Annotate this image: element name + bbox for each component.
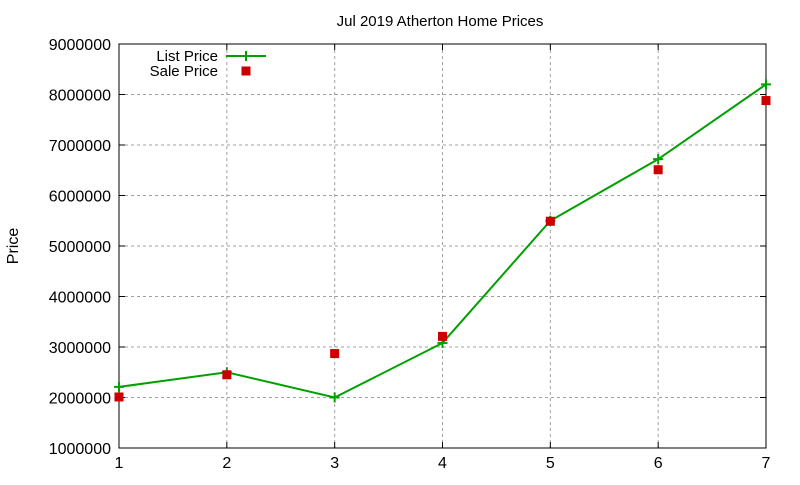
sale-price-point	[114, 392, 124, 402]
legend-label: List Price	[156, 48, 218, 65]
y-tick-label: 2000000	[49, 391, 111, 408]
x-tick-label: 4	[438, 455, 447, 472]
x-tick-label: 3	[330, 455, 339, 472]
sale-price-point	[222, 370, 232, 380]
list-price-point	[761, 79, 771, 90]
y-tick-label: 6000000	[49, 189, 111, 206]
y-tick-label: 7000000	[49, 138, 111, 155]
sale-price-point	[330, 349, 340, 359]
list-price-point	[653, 154, 664, 165]
x-tick-label: 5	[546, 455, 555, 472]
sale-price-point	[761, 96, 771, 106]
legend-point-swatch	[241, 66, 251, 76]
y-tick-label: 4000000	[49, 290, 111, 307]
sale-price-point	[545, 216, 555, 226]
x-tick-label: 6	[654, 455, 663, 472]
y-tick-label: 3000000	[49, 340, 111, 357]
legend-point-swatch	[241, 51, 251, 61]
x-tick-label: 2	[222, 455, 231, 472]
sale-price-point	[438, 331, 447, 341]
list-price-point	[329, 392, 340, 403]
x-tick-label: 1	[115, 455, 124, 472]
chart-title: Jul 2019 Atherton Home Prices	[337, 13, 544, 30]
y-tick-label: 1000000	[49, 441, 111, 458]
sale-price-point	[653, 165, 663, 175]
y-tick-label: 9000000	[49, 37, 111, 54]
y-tick-label: 5000000	[49, 239, 111, 256]
plot-frame	[118, 43, 767, 449]
legend-label: Sale Price	[150, 63, 218, 80]
y-tick-label: 8000000	[49, 88, 111, 105]
x-tick-label: 7	[762, 455, 771, 472]
y-axis-label: Price	[5, 228, 22, 265]
list-price-point	[114, 381, 124, 392]
